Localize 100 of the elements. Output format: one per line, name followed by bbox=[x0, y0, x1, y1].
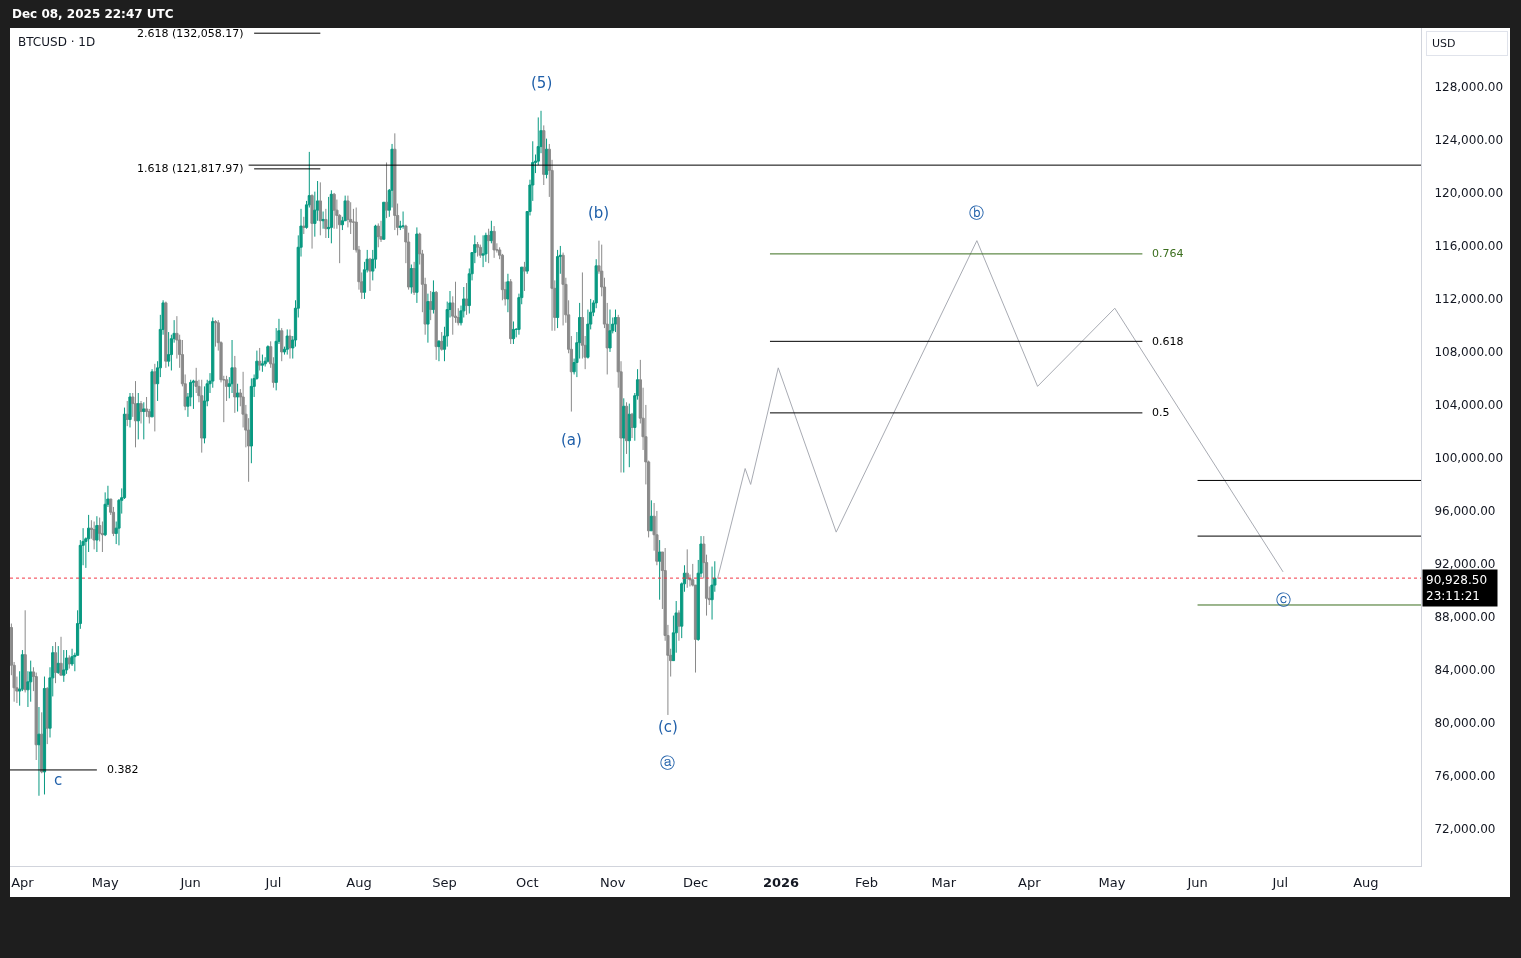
y-tick-label: 104,000.00 bbox=[1434, 398, 1504, 413]
annotation: c bbox=[54, 771, 63, 789]
y-tick-label: 72,000.00 bbox=[1434, 822, 1496, 837]
x-tick-label: Nov bbox=[600, 874, 626, 890]
candlestick bbox=[437, 339, 441, 362]
candlestick bbox=[37, 706, 41, 797]
candlestick bbox=[376, 222, 380, 248]
x-tick-label: May bbox=[1098, 874, 1126, 890]
x-tick-label: Aug bbox=[346, 874, 372, 890]
candlestick bbox=[412, 261, 416, 296]
candlestick bbox=[153, 363, 157, 432]
x-tick-label: Jul bbox=[264, 874, 282, 890]
candlestick bbox=[434, 290, 438, 361]
candlestick bbox=[522, 261, 527, 292]
candlestick bbox=[95, 515, 99, 553]
candlestick bbox=[426, 293, 430, 344]
y-tick-label: 128,000.00 bbox=[1434, 80, 1504, 95]
candlestick bbox=[266, 344, 270, 364]
candlestick bbox=[62, 649, 66, 683]
candlestick bbox=[40, 711, 44, 774]
candlestick bbox=[285, 328, 289, 356]
candlestick bbox=[484, 232, 488, 263]
candlestick bbox=[211, 316, 215, 389]
candlestick bbox=[332, 192, 336, 230]
annotation: (c) bbox=[658, 718, 678, 736]
candlestick bbox=[506, 273, 510, 313]
x-tick-label: Oct bbox=[515, 874, 539, 890]
y-tick-label: 80,000.00 bbox=[1434, 716, 1496, 731]
candlestick bbox=[233, 355, 237, 414]
candlestick bbox=[213, 319, 218, 348]
candlestick bbox=[544, 138, 549, 179]
x-tick-label: Jun bbox=[1186, 874, 1208, 890]
y-tick-label: 112,000.00 bbox=[1434, 292, 1504, 307]
candlestick bbox=[136, 392, 140, 440]
series-label: 0.5 bbox=[1152, 406, 1170, 419]
x-tick-label: Sep bbox=[432, 874, 457, 890]
candlestick bbox=[302, 216, 306, 235]
candlestick bbox=[382, 201, 386, 240]
candlestick bbox=[627, 403, 631, 468]
candlestick bbox=[70, 648, 74, 667]
candlestick bbox=[379, 220, 383, 243]
annotation: ⓒ bbox=[1276, 591, 1291, 609]
candlestick bbox=[440, 331, 444, 352]
candlestick bbox=[23, 609, 27, 693]
candlestick bbox=[92, 521, 96, 550]
annotation: (a) bbox=[561, 431, 582, 449]
series-label: 1.618 (121,817.97) bbox=[137, 162, 244, 175]
candlestick bbox=[167, 331, 171, 368]
candlestick bbox=[249, 377, 253, 464]
series-label: 0.618 bbox=[1152, 335, 1184, 348]
candlestick bbox=[139, 400, 143, 424]
x-tick-label: May bbox=[91, 874, 119, 890]
candlestick bbox=[608, 309, 612, 353]
x-tick-label: Dec bbox=[682, 874, 709, 890]
candlestick bbox=[29, 660, 33, 703]
y-tick-label: 116,000.00 bbox=[1434, 239, 1504, 254]
x-tick-label: Mar bbox=[931, 874, 957, 890]
candlestick bbox=[415, 226, 419, 304]
candlestick bbox=[324, 208, 328, 239]
annotation: (b) bbox=[588, 204, 610, 222]
candlestick bbox=[658, 539, 662, 601]
x-tick-label: Apr bbox=[1018, 874, 1042, 890]
y-tick-label: 96,000.00 bbox=[1434, 504, 1496, 519]
x-tick-label: 2026 bbox=[762, 874, 800, 890]
series-label: 2.618 (132,058.17) bbox=[137, 27, 244, 40]
candlestick bbox=[429, 290, 433, 321]
y-tick-label: 88,000.00 bbox=[1434, 610, 1496, 625]
y-tick-label: 84,000.00 bbox=[1434, 663, 1496, 678]
candlestick bbox=[230, 339, 234, 394]
candlestick bbox=[125, 400, 129, 427]
y-axis-title: USD bbox=[1432, 37, 1456, 50]
y-tick-label: 108,000.00 bbox=[1434, 345, 1504, 360]
candlestick bbox=[393, 132, 397, 231]
annotation: ⓐ bbox=[660, 754, 675, 772]
candlestick bbox=[100, 521, 105, 553]
candlestick bbox=[685, 548, 689, 589]
candlestick bbox=[280, 327, 284, 362]
y-tick-label: 76,000.00 bbox=[1434, 769, 1496, 784]
candlestick bbox=[561, 252, 565, 326]
candlestick bbox=[630, 412, 634, 439]
candlestick bbox=[200, 379, 204, 454]
y-tick-label: 124,000.00 bbox=[1434, 133, 1504, 148]
series-label: 0.764 bbox=[1152, 247, 1184, 260]
y-tick-label: 100,000.00 bbox=[1434, 451, 1504, 466]
candlestick bbox=[318, 181, 322, 236]
candlestick bbox=[677, 609, 681, 642]
candlestick bbox=[142, 401, 146, 440]
candlestick bbox=[368, 257, 372, 292]
x-tick-label: Feb bbox=[855, 874, 879, 890]
candlestick bbox=[310, 193, 314, 250]
y-tick-label: 92,000.00 bbox=[1434, 557, 1496, 572]
candlestick bbox=[481, 234, 485, 268]
chart-subtitle: Dec 08, 2025 22:47 UTC bbox=[12, 7, 174, 21]
text: BTCUSD · 1D bbox=[18, 35, 96, 50]
candlestick bbox=[128, 392, 132, 428]
annotation: (5) bbox=[531, 74, 553, 92]
y-tick-label: 120,000.00 bbox=[1434, 186, 1504, 201]
candlestick bbox=[150, 368, 154, 418]
candlestick bbox=[492, 225, 496, 259]
candlestick bbox=[624, 401, 629, 455]
